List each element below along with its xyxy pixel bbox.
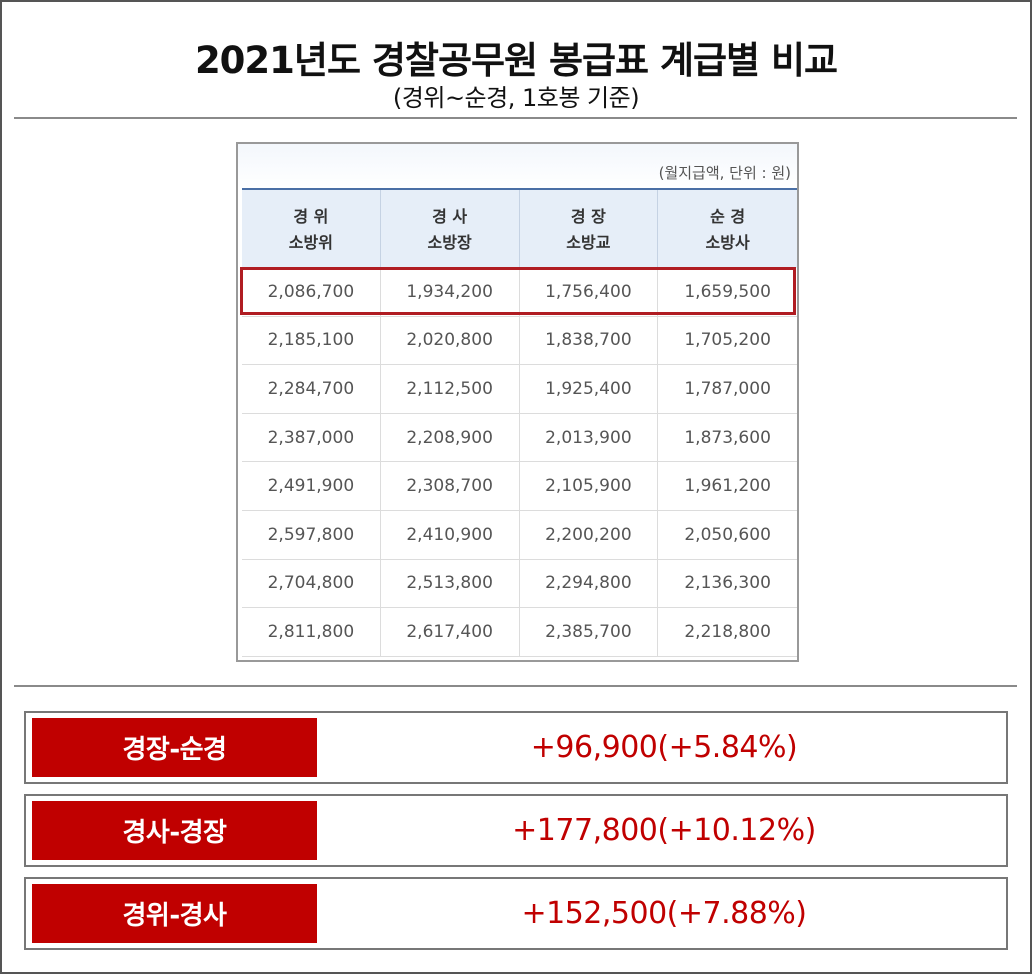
table-cell: 2,185,100	[242, 316, 381, 365]
table-cell: 2,410,900	[381, 510, 520, 559]
header-fire-rank: 소방위	[288, 233, 333, 252]
table-row: 2,185,100 2,020,800 1,838,700 1,705,200	[242, 316, 797, 366]
table-cell: 2,112,500	[381, 365, 520, 413]
table-cell: 1,925,400	[520, 365, 659, 413]
header-cell: 경 위 소방위	[242, 190, 381, 270]
table-cell: 2,387,000	[242, 413, 381, 462]
page-subtitle: (경위~순경, 1호봉 기준)	[392, 84, 640, 112]
comparison-row: 경위-경사 +152,500(+7.88%)	[24, 877, 1008, 950]
comparison-row: 경사-경장 +177,800(+10.12%)	[24, 794, 1008, 867]
header-rank: 순 경	[710, 207, 746, 226]
comparison-value: +96,900(+5.84%)	[530, 730, 798, 765]
comparison-value: +177,800(+10.12%)	[512, 813, 816, 848]
comparison-row: 경장-순경 +96,900(+5.84%)	[24, 711, 1008, 784]
table-cell: 1,934,200	[381, 268, 520, 316]
table-cell: 1,961,200	[684, 476, 771, 497]
page-title: 2021년도 경찰공무원 봉급표 계급별 비교	[194, 39, 838, 82]
table-cell: 2,200,200	[520, 510, 659, 559]
header-fire-rank: 소방교	[566, 233, 611, 252]
table-cell: 2,597,800	[242, 510, 381, 559]
table-cell: 1,705,200	[684, 330, 771, 351]
table-cell: 2,086,700	[242, 268, 381, 316]
table-cell: 2,491,900	[242, 462, 381, 510]
table-cell: 2,013,900	[520, 413, 659, 462]
table-row: 2,811,800 2,617,400 2,385,700 2,218,800	[242, 608, 797, 657]
table-row: 2,597,800 2,410,900 2,200,200 2,050,600	[242, 510, 797, 560]
comparison-label: 경장-순경	[32, 718, 317, 777]
table-body: 2,086,700 1,934,200 1,756,400 1,659,500 2,18…	[242, 268, 797, 657]
table-cell: 2,136,300	[684, 573, 771, 594]
table-cell: 2,811,800	[242, 608, 381, 656]
header-rank: 경 장	[570, 207, 606, 226]
unit-band	[238, 144, 797, 188]
table-cell: 2,308,700	[381, 462, 520, 510]
bottom-divider	[14, 685, 1017, 687]
table-header: 경 위 소방위 경 사 소방장 경 장 소방교 순 경 소방사	[242, 188, 797, 270]
table-cell: 2,385,700	[520, 608, 659, 656]
top-divider	[14, 117, 1017, 119]
table-cell: 1,756,400	[520, 268, 659, 316]
table-row: 2,086,700 1,934,200 1,756,400 1,659,500	[242, 268, 797, 317]
table-row: 2,284,700 2,112,500 1,925,400 1,787,000	[242, 365, 797, 414]
header-fire-rank: 소방장	[427, 233, 472, 252]
table-cell: 2,020,800	[381, 316, 520, 365]
comparison-label: 경사-경장	[32, 801, 317, 860]
table-row: 2,704,800 2,513,800 2,294,800 2,136,300	[242, 559, 797, 609]
table-row: 2,491,900 2,308,700 2,105,900 1,961,200	[242, 462, 797, 511]
table-cell: 1,838,700	[520, 316, 659, 365]
table-cell: 1,787,000	[684, 378, 771, 399]
header-cell: 경 사 소방장	[381, 190, 520, 270]
header-cell: 순 경 소방사	[658, 190, 797, 270]
header-rank: 경 사	[432, 207, 468, 226]
header-rank: 경 위	[293, 207, 329, 226]
table-cell: 2,218,800	[684, 621, 771, 642]
table-cell: 2,704,800	[242, 559, 381, 608]
salary-table: (월지급액, 단위 : 원) 경 위 소방위 경 사 소방장 경 장 소방교 순…	[236, 142, 799, 662]
table-cell: 2,105,900	[520, 462, 659, 510]
comparison-label: 경위-경사	[32, 884, 317, 943]
table-cell: 2,208,900	[381, 413, 520, 462]
comparison-value: +152,500(+7.88%)	[521, 896, 807, 931]
header-fire-rank: 소방사	[705, 233, 750, 252]
table-cell: 2,617,400	[381, 608, 520, 656]
table-row: 2,387,000 2,208,900 2,013,900 1,873,600	[242, 413, 797, 463]
header-cell: 경 장 소방교	[520, 190, 659, 270]
unit-note: (월지급액, 단위 : 원)	[658, 164, 791, 182]
table-cell: 2,050,600	[684, 524, 771, 545]
table-cell: 1,873,600	[684, 427, 771, 448]
table-cell: 1,659,500	[684, 281, 771, 302]
table-cell: 2,284,700	[242, 365, 381, 413]
table-cell: 2,513,800	[381, 559, 520, 608]
table-cell: 2,294,800	[520, 559, 659, 608]
